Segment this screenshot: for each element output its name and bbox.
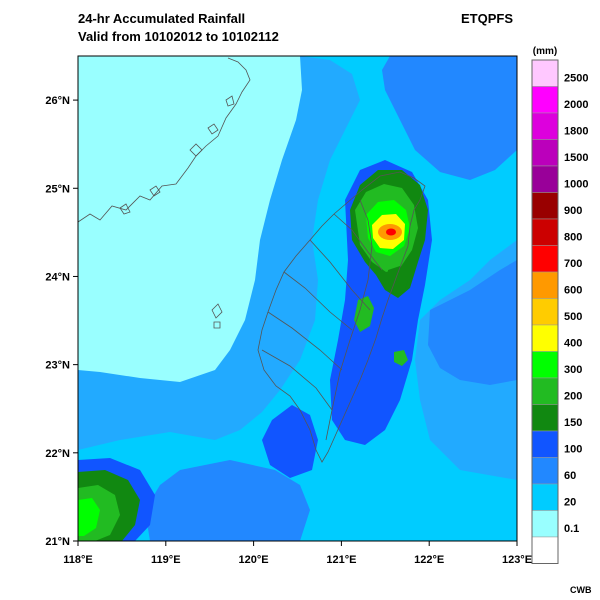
legend-swatch	[531, 86, 559, 114]
legend-label: 0.1	[564, 523, 579, 535]
legend-swatch	[531, 165, 559, 193]
legend-swatch	[531, 139, 559, 167]
china-coastline	[78, 57, 251, 223]
lat-label: 25°N	[45, 183, 70, 195]
legend-swatch	[531, 351, 559, 379]
map-valid-time: Valid from 10102012 to 10102112	[78, 29, 279, 44]
legend-label: 60	[564, 470, 576, 482]
field-medium-blue-east	[382, 56, 517, 180]
field-bright-green-southwest	[78, 498, 100, 536]
county-boundary-1	[333, 213, 383, 271]
field-medium-blue-se	[428, 260, 517, 385]
legend-label: 400	[564, 338, 582, 350]
legend-swatch	[531, 377, 559, 405]
county-boundary-6	[325, 199, 373, 441]
legend-swatch	[531, 271, 559, 299]
china-islands-2	[119, 185, 161, 215]
lon-label: 123°E	[502, 554, 532, 566]
legend-swatch	[531, 112, 559, 140]
legend-swatch	[531, 192, 559, 220]
legend-swatch	[531, 324, 559, 352]
penghu-islands	[211, 303, 223, 329]
lat-label: 23°N	[45, 360, 70, 372]
legend-label: 1500	[564, 152, 588, 164]
legend-swatch	[531, 536, 559, 564]
field-green-pocket-1	[354, 296, 374, 332]
lon-label: 121°E	[326, 554, 356, 566]
legend-label: 2500	[564, 73, 588, 85]
lon-label: 120°E	[239, 554, 269, 566]
legend-swatch	[531, 298, 559, 326]
legend-label: 800	[564, 232, 582, 244]
china-islands-1	[189, 95, 235, 157]
legend-swatch	[531, 483, 559, 511]
county-boundary-2	[309, 239, 371, 311]
taiwan-coastline	[257, 171, 426, 463]
legend-label: 600	[564, 285, 582, 297]
legend-label: 500	[564, 311, 582, 323]
rainfall-legend: (mm) 2500 2000 1800 1500 1000 900 800 700 600 500 4…	[531, 46, 588, 564]
field-light-cyan-west	[78, 56, 302, 382]
legend-label: 20	[564, 497, 576, 509]
legend-label: 300	[564, 364, 582, 376]
legend-swatch	[531, 59, 559, 87]
map-frame	[77, 55, 518, 542]
legend-label: 200	[564, 391, 582, 403]
lat-label: 26°N	[45, 95, 70, 107]
lat-label: 22°N	[45, 448, 70, 460]
lon-label: 118°E	[63, 554, 92, 566]
legend-label: 2000	[564, 99, 588, 111]
field-medium-blue-south	[145, 460, 310, 541]
legend-swatch	[531, 430, 559, 458]
legend-label: 1000	[564, 179, 588, 191]
lon-label: 122°E	[414, 554, 444, 566]
legend-swatch	[531, 510, 559, 538]
field-red-core	[386, 228, 396, 236]
lat-label: 24°N	[45, 271, 70, 283]
county-boundary-4	[267, 311, 343, 371]
field-green-pocket-2	[394, 350, 408, 366]
legend-unit: (mm)	[533, 46, 557, 57]
legend-frame	[531, 59, 559, 564]
field-blue-strait	[262, 405, 318, 478]
legend-swatch	[531, 245, 559, 273]
lat-label: 21°N	[45, 536, 70, 548]
map-axes: 26°N 25°N 24°N 23°N 22°N 21°N 118°E 119°E 120°E 1…	[45, 95, 532, 566]
legend-label: 1800	[564, 126, 588, 138]
county-boundary-3	[283, 271, 353, 331]
legend-swatch	[531, 404, 559, 432]
map-title: 24-hr Accumulated Rainfall	[78, 11, 246, 26]
coastlines	[78, 57, 426, 463]
legend-label: 150	[564, 417, 582, 429]
legend-label: 700	[564, 258, 582, 270]
county-boundary-5	[261, 349, 333, 411]
legend-swatch	[531, 457, 559, 485]
credit-label: CWB	[570, 585, 592, 595]
rainfall-field	[78, 56, 517, 541]
legend-label: 900	[564, 205, 582, 217]
product-name: ETQPFS	[461, 11, 514, 26]
lon-label: 119°E	[151, 554, 180, 566]
legend-swatch	[531, 218, 559, 246]
legend-label: 100	[564, 444, 582, 456]
